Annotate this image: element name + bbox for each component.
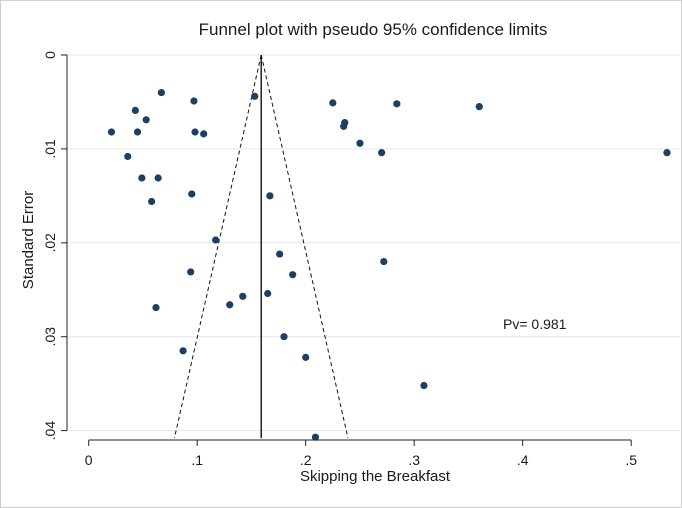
- data-point: [251, 92, 259, 100]
- y-axis-label: Standard Error: [20, 191, 37, 289]
- data-point: [264, 289, 272, 298]
- grid-lines: [67, 54, 680, 432]
- chart-title: Funnel plot with pseudo 95% confidence l…: [199, 20, 548, 39]
- data-point: [187, 268, 195, 276]
- data-point: [157, 88, 165, 97]
- confidence-limits: [173, 54, 349, 439]
- data-point: [179, 347, 187, 355]
- data-point: [226, 301, 234, 309]
- x-axis-label: Skipping the Breakfast: [300, 468, 451, 485]
- x-tick-label: 0: [85, 452, 93, 468]
- data-point: [341, 119, 349, 127]
- data-point: [663, 149, 671, 157]
- p-value-annotation: Pv= 0.981: [503, 316, 567, 332]
- data-point: [356, 139, 364, 147]
- y-axis: 0 .01 .02 .03 .04: [42, 51, 68, 441]
- data-point: [142, 116, 150, 124]
- x-tick-label: .4: [517, 452, 529, 468]
- x-tick-label: .2: [300, 452, 312, 468]
- data-point: [138, 174, 146, 182]
- data-point: [148, 197, 156, 206]
- data-point: [311, 433, 320, 441]
- data-point: [191, 128, 199, 136]
- data-point: [393, 100, 401, 108]
- data-point: [302, 353, 310, 361]
- data-point: [276, 250, 284, 258]
- data-point: [154, 174, 162, 182]
- y-tick-label: 0: [42, 51, 58, 59]
- data-point: [239, 292, 247, 300]
- data-point: [380, 257, 388, 266]
- data-point: [200, 130, 208, 138]
- data-point: [329, 99, 337, 107]
- data-point: [188, 190, 196, 198]
- y-tick-label: .03: [42, 327, 58, 347]
- data-point: [133, 128, 142, 136]
- x-tick-label: .1: [191, 452, 203, 468]
- data-point: [475, 103, 483, 111]
- x-axis: 0 .1 .2 .3 .4 .5: [85, 439, 637, 468]
- data-point: [266, 192, 274, 200]
- data-point: [212, 236, 220, 244]
- x-tick-label: .3: [408, 452, 420, 468]
- y-tick-label: .02: [42, 233, 58, 253]
- data-point: [280, 333, 288, 341]
- y-tick-label: .01: [42, 139, 58, 159]
- data-point: [420, 381, 428, 390]
- lower-confidence-limit: [173, 54, 262, 439]
- x-tick-label: .5: [625, 452, 637, 468]
- data-point: [152, 303, 160, 312]
- data-point: [124, 152, 132, 161]
- data-point: [378, 149, 386, 157]
- y-tick-label: .04: [42, 421, 58, 441]
- data-point: [190, 97, 198, 105]
- data-point: [289, 271, 297, 279]
- data-point: [131, 106, 139, 115]
- upper-confidence-limit: [260, 54, 349, 439]
- data-points: [107, 88, 671, 441]
- data-point: [107, 128, 116, 136]
